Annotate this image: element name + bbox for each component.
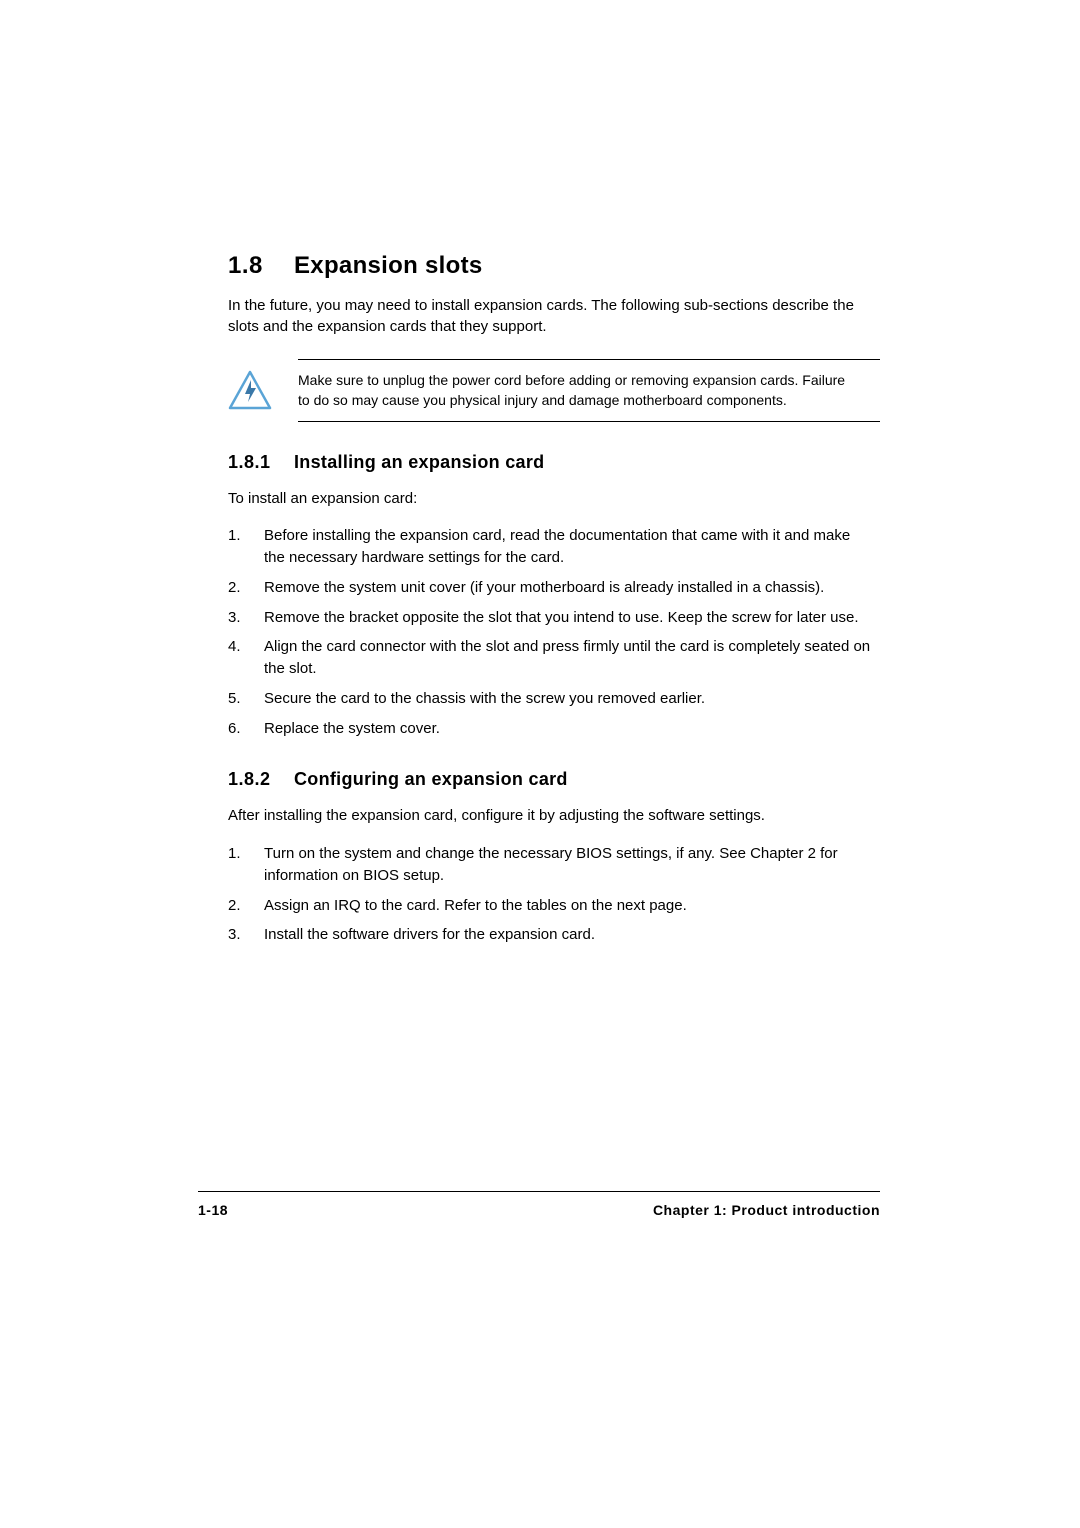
step-text: Install the software drivers for the exp… [264,924,595,946]
warning-icon [228,370,272,410]
list-item: Replace the system cover. [228,718,874,740]
subsection-title: Configuring an expansion card [294,769,568,790]
footer-row: 1-18 Chapter 1: Product introduction [198,1202,880,1218]
install-steps-list: Before installing the expansion card, re… [228,525,880,739]
warning-callout: Make sure to unplug the power cord befor… [228,359,880,422]
subsection-heading: 1.8.2 Configuring an expansion card [228,769,880,790]
divider [198,1191,880,1192]
step-text: Align the card connector with the slot a… [264,636,874,680]
divider [298,421,880,422]
section-title: Expansion slots [294,252,483,280]
list-item: Before installing the expansion card, re… [228,525,874,569]
list-item: Turn on the system and change the necess… [228,843,874,887]
step-text: Before installing the expansion card, re… [264,525,874,569]
list-item: Secure the card to the chassis with the … [228,688,874,710]
list-item: Remove the bracket opposite the slot tha… [228,607,874,629]
warning-row: Make sure to unplug the power cord befor… [228,370,880,411]
subsection-lead: After installing the expansion card, con… [228,805,880,827]
list-item: Align the card connector with the slot a… [228,636,874,680]
list-item: Install the software drivers for the exp… [228,924,874,946]
divider [298,359,880,360]
page-number: 1-18 [198,1202,228,1218]
step-text: Secure the card to the chassis with the … [264,688,705,710]
subsection-number: 1.8.2 [228,769,294,790]
section-number: 1.8 [228,252,294,280]
step-text: Replace the system cover. [264,718,440,740]
subsection-lead: To install an expansion card: [228,488,880,510]
configure-steps-list: Turn on the system and change the necess… [228,843,880,946]
section-intro: In the future, you may need to install e… [228,295,880,337]
step-text: Turn on the system and change the necess… [264,843,874,887]
warning-text: Make sure to unplug the power cord befor… [298,370,880,411]
list-item: Remove the system unit cover (if your mo… [228,577,874,599]
subsection-title: Installing an expansion card [294,452,544,473]
section-heading: 1.8 Expansion slots [228,252,880,280]
step-text: Assign an IRQ to the card. Refer to the … [264,895,687,917]
subsection-number: 1.8.1 [228,452,294,473]
chapter-title: Chapter 1: Product introduction [653,1202,880,1218]
document-page: 1.8 Expansion slots In the future, you m… [0,0,1080,1528]
step-text: Remove the bracket opposite the slot tha… [264,607,859,629]
page-footer: 1-18 Chapter 1: Product introduction [198,1191,880,1218]
step-text: Remove the system unit cover (if your mo… [264,577,824,599]
subsection-heading: 1.8.1 Installing an expansion card [228,452,880,473]
list-item: Assign an IRQ to the card. Refer to the … [228,895,874,917]
